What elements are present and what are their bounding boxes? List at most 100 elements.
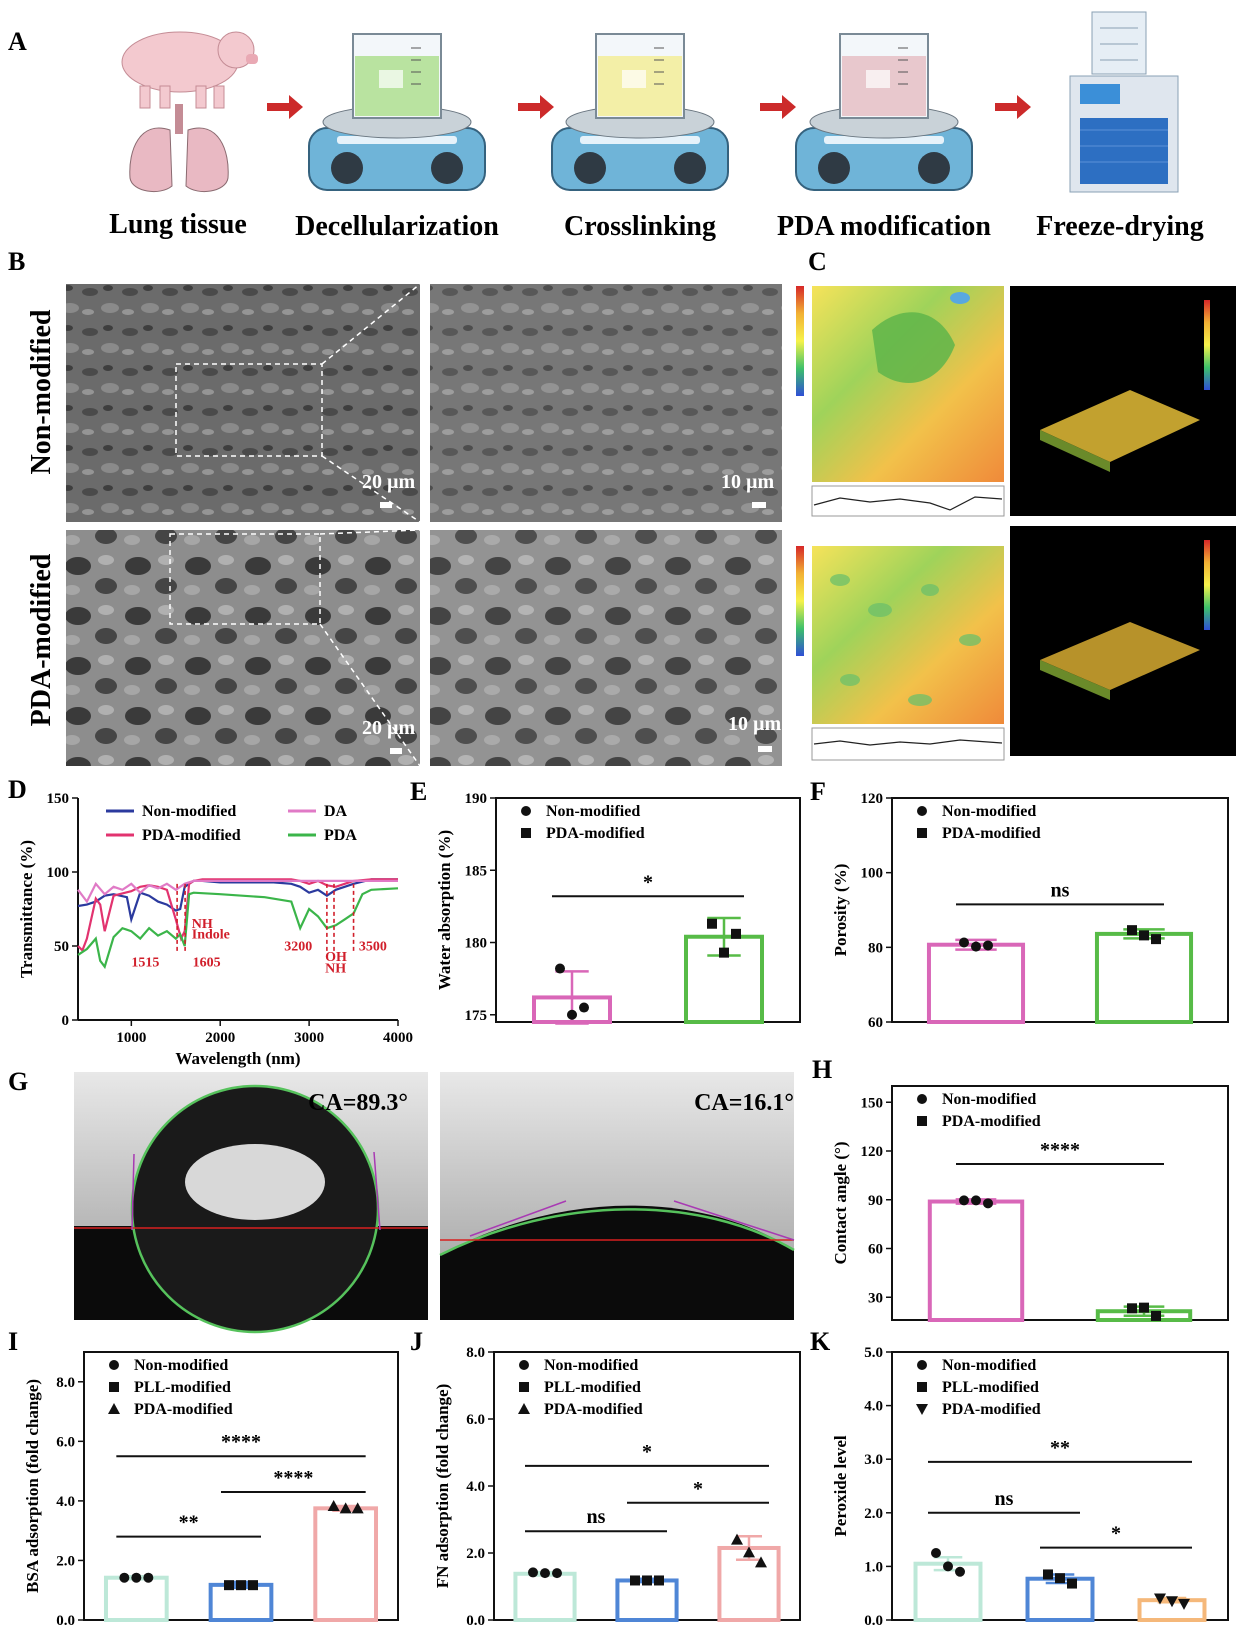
y-axis-label: Porosity (%) (831, 864, 850, 957)
annotation: 1515 (131, 956, 159, 971)
row-label-pda-modified: PDA-modified (26, 553, 57, 726)
x-tick-label: 4000 (383, 1030, 413, 1046)
step-label-lung-tissue: Lung tissue (109, 209, 247, 240)
legend-marker (519, 1360, 529, 1370)
panel-label-f: F (810, 777, 826, 806)
panel-c: C (796, 247, 1236, 761)
knob-icon (431, 152, 463, 184)
legend-marker (519, 1382, 529, 1392)
legend-marker (917, 828, 927, 838)
arrow-icon (267, 95, 303, 119)
x-tick-label: 1000 (116, 1030, 146, 1046)
legend-marker (917, 1116, 927, 1126)
step-label-freeze-drying: Freeze-drying (1036, 211, 1203, 242)
series-line (77, 887, 399, 970)
significance-label: ns (1051, 879, 1070, 901)
height-profile (811, 485, 1005, 517)
data-point (1151, 934, 1161, 945)
beaker-tissue (622, 70, 646, 88)
y-tick-label: 4.0 (864, 1399, 883, 1415)
color-scale (796, 546, 804, 656)
data-point (339, 1502, 352, 1514)
data-point (119, 1572, 130, 1583)
panel-label-j: J (410, 1327, 423, 1356)
annotation: NH (325, 962, 346, 977)
stirrer-group (308, 33, 973, 191)
color-scale (796, 286, 804, 396)
hot-plate-label (824, 136, 944, 144)
data-point (959, 1195, 969, 1206)
hot-plate-label (580, 136, 700, 144)
knob-icon (918, 152, 950, 184)
series-line (77, 878, 398, 924)
zoom-box (169, 533, 321, 625)
plot-frame (891, 797, 1229, 1023)
significance-label: * (693, 1478, 703, 1500)
height-profile (811, 727, 1005, 761)
panel-label-d: D (8, 775, 27, 804)
data-point (1055, 1573, 1065, 1584)
beaker-tissue (866, 70, 890, 88)
data-point (971, 941, 981, 952)
data-point (351, 1502, 364, 1514)
bar (1025, 1576, 1095, 1623)
knob-icon (674, 152, 706, 184)
legend-label: PDA-modified (142, 827, 241, 844)
legend-marker (917, 1360, 927, 1370)
data-point (731, 1533, 743, 1545)
data-point (555, 963, 565, 974)
data-point (1127, 1303, 1137, 1314)
data-point (943, 1561, 953, 1572)
y-tick-label: 4.0 (466, 1479, 485, 1495)
legend-marker (109, 1360, 119, 1370)
data-point (1166, 1596, 1178, 1608)
legend-marker (521, 828, 531, 838)
panel-label-k: K (810, 1327, 831, 1356)
legend-label: Non-modified (942, 1357, 1036, 1374)
y-tick-label: 8.0 (466, 1345, 485, 1361)
legend-label: PLL-modified (942, 1379, 1039, 1396)
data-point (654, 1575, 664, 1586)
arrow-icon (518, 95, 554, 119)
scalebar-label: 10 µm (728, 713, 782, 735)
arrow-icon (760, 95, 796, 119)
y-tick-label: 150 (861, 1095, 884, 1111)
data-point (1043, 1569, 1053, 1580)
data-point (552, 1568, 562, 1579)
legend-label: PDA-modified (942, 1113, 1041, 1130)
data-point (971, 1195, 981, 1206)
data-point (719, 947, 729, 958)
panel-label-g: G (8, 1067, 28, 1096)
hot-plate-label (337, 136, 457, 144)
sem-image-pda-modified-low (66, 530, 420, 766)
y-tick-label: 50 (54, 939, 69, 955)
y-tick-label: 2.0 (864, 1506, 883, 1522)
y-tick-label: 190 (465, 791, 488, 807)
data-point (1127, 925, 1137, 936)
data-point (224, 1580, 234, 1591)
significance-label: **** (273, 1467, 313, 1489)
significance-label: ns (995, 1488, 1014, 1510)
sem-image-non-modified-high (430, 284, 782, 522)
scalebar (380, 502, 392, 508)
scalebar-label: 20 µm (362, 717, 416, 739)
legend-marker (917, 1094, 927, 1104)
y-axis-label: Water absorption (%) (435, 830, 454, 990)
scalebar-label: 20 µm (362, 471, 416, 493)
chart-e-water-absorption: 175 180 185 190 Water absorption (%) * Non-mod… (435, 791, 801, 1025)
data-point (642, 1575, 652, 1586)
legend-label: DA (324, 803, 348, 820)
step-label-decellularization: Decellularization (295, 211, 499, 242)
y-tick-label: 2.0 (56, 1553, 75, 1569)
scalebar (758, 746, 772, 752)
y-tick-label: 120 (861, 791, 884, 807)
data-point (579, 1002, 589, 1013)
x-tick-label: 3000 (294, 1030, 324, 1046)
legend-marker (917, 1382, 927, 1392)
knob-icon (331, 152, 363, 184)
data-point (236, 1580, 246, 1591)
data-point (755, 1556, 767, 1568)
y-tick-label: 100 (861, 866, 884, 882)
chart-j-fn-adsorption: 0.0 2.0 4.0 6.0 8.0 FN adsorption (fold chang… (433, 1345, 801, 1629)
panel-g: G CA=89.3° CA=16.1° (8, 1067, 795, 1334)
